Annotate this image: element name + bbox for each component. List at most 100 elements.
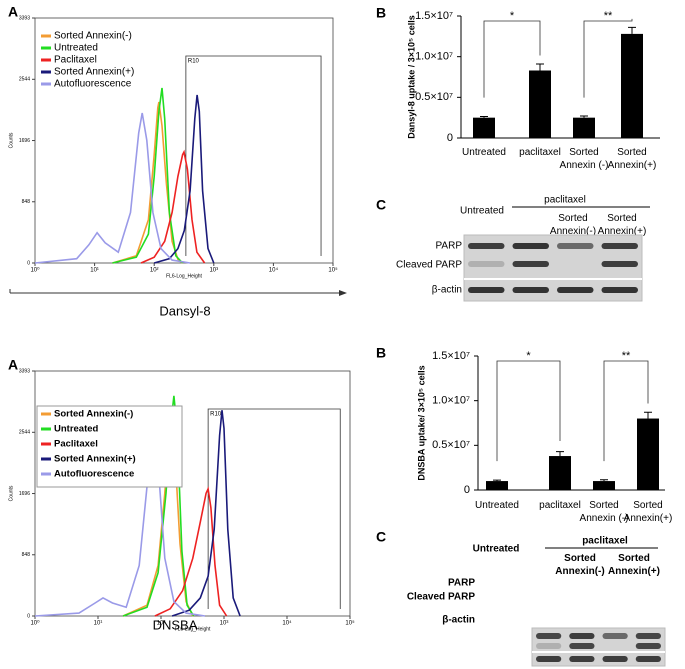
histogram-curve: [154, 486, 228, 617]
bar: [486, 481, 508, 490]
significance-bracket: [496, 360, 561, 462]
lane-label: Untreated: [460, 206, 504, 217]
x-tick-label-line: paclitaxel: [519, 147, 561, 158]
x-tick-label: 10⁵: [328, 267, 338, 274]
y-tick-label: 0: [447, 132, 453, 144]
y-tick-label: 0: [27, 260, 30, 266]
blot-band: [512, 261, 549, 267]
blot-band: [536, 643, 562, 649]
panel-label: C: [376, 197, 386, 213]
x-tick-label: Sorted Annexin(+): [624, 500, 673, 524]
legend-label: Sorted Annexin(+): [54, 454, 136, 465]
panel-label: C: [376, 529, 386, 545]
significance-label: **: [622, 350, 631, 362]
lane-label-line: Sorted: [558, 213, 587, 224]
row-label: β-actin: [432, 285, 462, 296]
histogram-curve: [112, 87, 184, 264]
blot-band: [512, 243, 549, 249]
blot-band: [635, 656, 661, 662]
x-tick-label: 10²: [150, 268, 159, 274]
legend-label: Sorted Annexin(-): [54, 31, 132, 42]
legend-label: Sorted Annexin(+): [54, 67, 134, 78]
error-bar: [556, 451, 564, 457]
blot-band: [602, 633, 628, 639]
lane-label: Sorted Annexin(-): [550, 213, 596, 237]
lane-label-line: Sorted: [564, 553, 596, 564]
blot-band: [468, 261, 505, 267]
y-tick-label: 0: [464, 484, 470, 496]
gate-label: R10: [210, 412, 222, 418]
significance-label: **: [604, 10, 613, 22]
blot-band: [468, 287, 505, 293]
bar: [637, 418, 659, 490]
error-bar: [580, 115, 588, 118]
legend: Sorted Annexin(-)UntreatedPaclitaxelSort…: [41, 31, 134, 90]
bar: [593, 481, 615, 490]
x-tick-label: 10³: [209, 268, 218, 274]
blot-band: [635, 643, 661, 649]
y-tick-label: 0.5×10⁷: [415, 91, 453, 103]
x-tick-label-line: Sorted: [617, 147, 646, 158]
legend: Sorted Annexin(-)UntreatedPaclitaxelSort…: [36, 405, 183, 488]
blot-band: [569, 633, 595, 639]
histogram-curve: [34, 426, 206, 617]
blot-band: [601, 261, 638, 267]
x-tick-label-line: Untreated: [475, 500, 519, 511]
y-tick-label: 1.5×10⁷: [432, 350, 470, 362]
y-tick-label: 848: [22, 199, 31, 205]
blot-band: [512, 287, 549, 293]
blot-band: [569, 643, 595, 649]
panel-label: A: [8, 4, 18, 20]
x-tick-label-line: Untreated: [462, 147, 506, 158]
x-tick-label: 10⁰: [30, 620, 40, 627]
y-tick-label: 1.0×10⁷: [415, 51, 453, 63]
error-bar: [644, 411, 652, 419]
y-tick-label: 1696: [19, 138, 30, 144]
x-tick-label-line: paclitaxel: [539, 500, 581, 511]
x-tick-label: 10⁴: [269, 267, 279, 274]
legend-label: Paclitaxel: [54, 439, 98, 450]
x-tick-label: 10¹: [94, 621, 103, 627]
bar: [529, 70, 551, 138]
x-tick-label: Untreated: [462, 147, 506, 158]
legend-label: Untreated: [54, 43, 98, 54]
bar: [549, 456, 571, 490]
x-tick-label-line: Sorted: [589, 500, 618, 511]
marker-arrowhead: [339, 290, 347, 296]
y-tick-label: 3393: [19, 368, 30, 374]
gate-bracket: [185, 55, 322, 256]
row-label: PARP: [436, 241, 463, 252]
blot-band: [536, 633, 562, 639]
significance-bracket: [603, 360, 649, 462]
x-tick-label: 10³: [220, 621, 229, 627]
y-tick-label: 0: [27, 613, 30, 619]
lane-label: Sorted Annexin(+): [608, 553, 660, 577]
y-tick-label: 3393: [19, 15, 30, 21]
x-tick-label-line: Annexin (-): [560, 160, 609, 171]
lane-label-line: Sorted: [607, 213, 636, 224]
error-bar: [600, 479, 608, 482]
blot-band: [468, 243, 505, 249]
y-tick-label: 1.5×10⁷: [415, 10, 453, 22]
blot-band: [569, 656, 595, 662]
blot-band: [557, 287, 594, 293]
row-label: PARP: [448, 578, 475, 589]
lane-label: Sorted Annexin(+): [598, 213, 647, 237]
significance-bracket: [483, 20, 541, 98]
x-tick-label: 10⁰: [30, 267, 40, 274]
legend-label: Autofluorescence: [54, 469, 134, 480]
blot-band: [536, 656, 562, 662]
y-tick-label: 2544: [19, 430, 30, 436]
x-tick-label: Sorted Annexin (-): [560, 147, 609, 171]
panel-label: B: [376, 5, 386, 21]
histogram-curve: [153, 94, 215, 264]
lane-label-line: Annexin(+): [608, 566, 660, 577]
row-label: Cleaved PARP: [396, 260, 462, 271]
histogram-curve: [34, 112, 191, 264]
error-bar: [493, 479, 501, 482]
x-tick-label-line: Annexin(+): [608, 160, 657, 171]
bar: [621, 33, 643, 138]
x-tick-label: 10⁵: [345, 620, 355, 627]
lane-label: Untreated: [473, 544, 520, 555]
